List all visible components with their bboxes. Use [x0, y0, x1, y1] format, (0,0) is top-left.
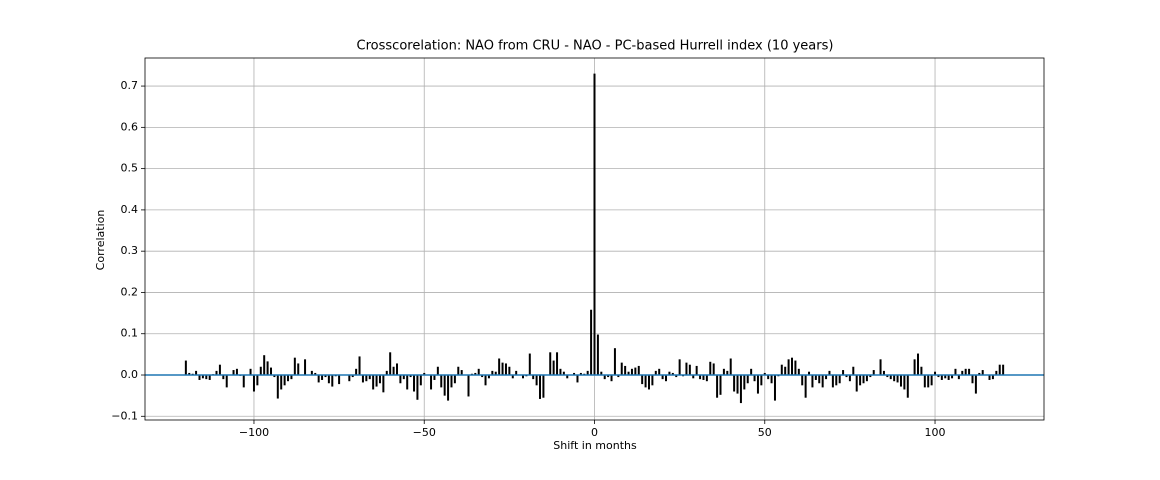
y-tick-label: 0.6 [121, 120, 139, 133]
x-tick-label: 0 [591, 426, 598, 439]
y-tick-label: 0.3 [121, 244, 139, 257]
chart-title: Crosscorelation: NAO from CRU - NAO - PC… [357, 39, 834, 54]
x-tick-label: 50 [758, 426, 772, 439]
plot-frame [144, 57, 1045, 421]
y-tick-label: 0.5 [121, 162, 139, 175]
y-tick-label: 0.4 [121, 203, 139, 216]
y-tick-label: 0.2 [121, 285, 139, 298]
y-tick-label: −0.1 [111, 409, 138, 422]
x-axis-label: Shift in months [553, 439, 637, 452]
x-tick-label: −100 [239, 426, 269, 439]
x-tick-label: 100 [925, 426, 946, 439]
y-tick-label: 0.7 [121, 79, 139, 92]
y-axis-label: Correlation [94, 210, 107, 271]
x-tick-label: −50 [413, 426, 436, 439]
y-tick-label: 0.0 [121, 368, 139, 381]
y-tick-label: 0.1 [121, 327, 139, 340]
